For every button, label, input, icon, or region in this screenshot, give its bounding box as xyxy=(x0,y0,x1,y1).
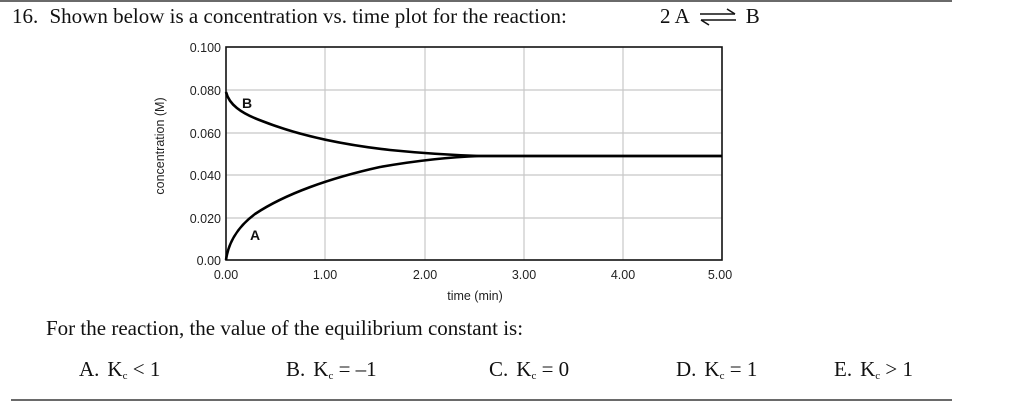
y-tick: 0.080 xyxy=(190,84,221,98)
choice-e[interactable]: E. Kc > 1 xyxy=(834,357,913,382)
x-tick: 3.00 xyxy=(512,268,536,282)
top-rule xyxy=(0,0,952,2)
x-tick: 5.00 xyxy=(708,268,732,282)
series-b-label: B xyxy=(242,95,252,111)
bottom-rule xyxy=(11,399,952,401)
y-tick: 0.040 xyxy=(190,169,221,183)
reactant: 2 A xyxy=(660,4,690,28)
y-tick: 0.00 xyxy=(197,254,221,268)
x-tick: 4.00 xyxy=(611,268,635,282)
product: B xyxy=(745,4,760,28)
x-tick: 1.00 xyxy=(313,268,337,282)
y-tick-labels: 0.100 0.080 0.060 0.040 0.020 0.00 xyxy=(190,41,221,268)
choice-a[interactable]: A. Kc < 1 xyxy=(79,357,161,382)
y-axis-label: concentration (M) xyxy=(153,97,167,194)
concentration-time-chart: 0.100 0.080 0.060 0.040 0.020 0.00 0.00 … xyxy=(153,41,732,303)
choice-b[interactable]: B. Kc = –1 xyxy=(286,357,377,382)
series-b-curve xyxy=(224,91,722,158)
x-axis-label: time (min) xyxy=(447,289,503,303)
choice-c[interactable]: C. Kc = 0 xyxy=(489,357,570,382)
x-tick: 2.00 xyxy=(413,268,437,282)
grid xyxy=(226,47,722,260)
question-number: 16. xyxy=(12,4,39,28)
series-a-label: A xyxy=(250,227,260,243)
series-a-curve xyxy=(224,154,722,261)
question-stem: 16. Shown below is a concentration vs. t… xyxy=(12,4,567,29)
plot-frame xyxy=(225,46,723,261)
x-tick: 0.00 xyxy=(214,268,238,282)
y-tick: 0.020 xyxy=(190,212,221,226)
y-tick: 0.100 xyxy=(190,41,221,55)
equilibrium-arrow-icon xyxy=(699,7,736,26)
choice-d[interactable]: D. Kc = 1 xyxy=(676,357,758,382)
question-prompt: For the reaction, the value of the equil… xyxy=(46,316,524,340)
reaction-equation: 2 A B xyxy=(660,4,760,29)
y-tick: 0.060 xyxy=(190,127,221,141)
x-tick-labels: 0.00 1.00 2.00 3.00 4.00 5.00 xyxy=(214,268,732,282)
question-text: Shown below is a concentration vs. time … xyxy=(49,4,567,28)
